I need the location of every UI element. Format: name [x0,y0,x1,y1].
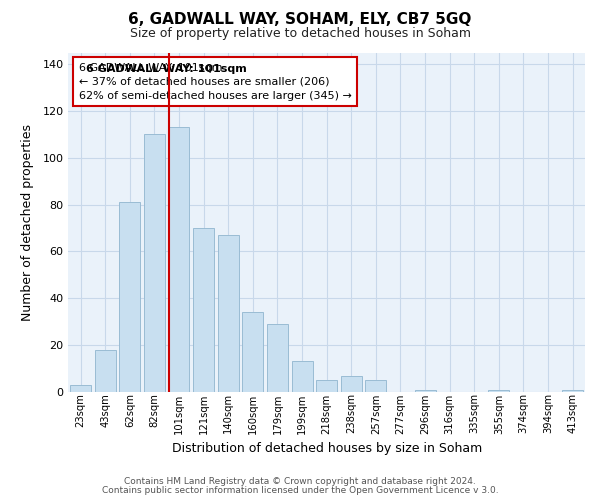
Bar [242,312,263,392]
Bar [292,362,313,392]
Bar [316,380,337,392]
Text: 6, GADWALL WAY, SOHAM, ELY, CB7 5GQ: 6, GADWALL WAY, SOHAM, ELY, CB7 5GQ [128,12,472,28]
Bar [488,390,509,392]
Bar [365,380,386,392]
Text: 6 GADWALL WAY: 101sqm
← 37% of detached houses are smaller (206)
62% of semi-det: 6 GADWALL WAY: 101sqm ← 37% of detached … [79,62,352,100]
Text: Contains public sector information licensed under the Open Government Licence v : Contains public sector information licen… [101,486,499,495]
X-axis label: Distribution of detached houses by size in Soham: Distribution of detached houses by size … [172,442,482,455]
Bar [341,376,362,392]
Bar [415,390,436,392]
Text: 6 GADWALL WAY: 101sqm: 6 GADWALL WAY: 101sqm [86,64,247,74]
Bar [70,385,91,392]
Bar [144,134,165,392]
Bar [218,235,239,392]
Bar [95,350,116,392]
Bar [119,202,140,392]
Bar [169,128,190,392]
Text: Contains HM Land Registry data © Crown copyright and database right 2024.: Contains HM Land Registry data © Crown c… [124,477,476,486]
Text: Size of property relative to detached houses in Soham: Size of property relative to detached ho… [130,28,470,40]
Bar [267,324,288,392]
Y-axis label: Number of detached properties: Number of detached properties [21,124,34,320]
Bar [193,228,214,392]
Bar [562,390,583,392]
